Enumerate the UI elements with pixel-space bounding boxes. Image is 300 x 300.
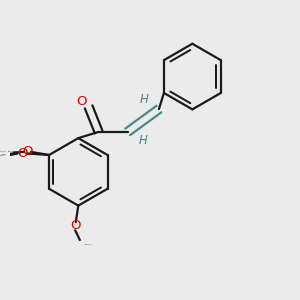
Text: H: H: [139, 134, 148, 147]
Text: methoxy: methoxy: [0, 154, 6, 156]
Text: methyl: methyl: [2, 154, 7, 155]
Text: methyl_lbl: methyl_lbl: [0, 151, 6, 152]
Text: O: O: [76, 95, 87, 108]
Text: O: O: [17, 147, 28, 160]
Text: O: O: [70, 219, 80, 232]
Text: H: H: [140, 93, 148, 106]
Text: O: O: [22, 146, 33, 158]
Text: methoxy_2: methoxy_2: [85, 243, 92, 245]
Text: methoxy_1: methoxy_1: [8, 151, 16, 152]
